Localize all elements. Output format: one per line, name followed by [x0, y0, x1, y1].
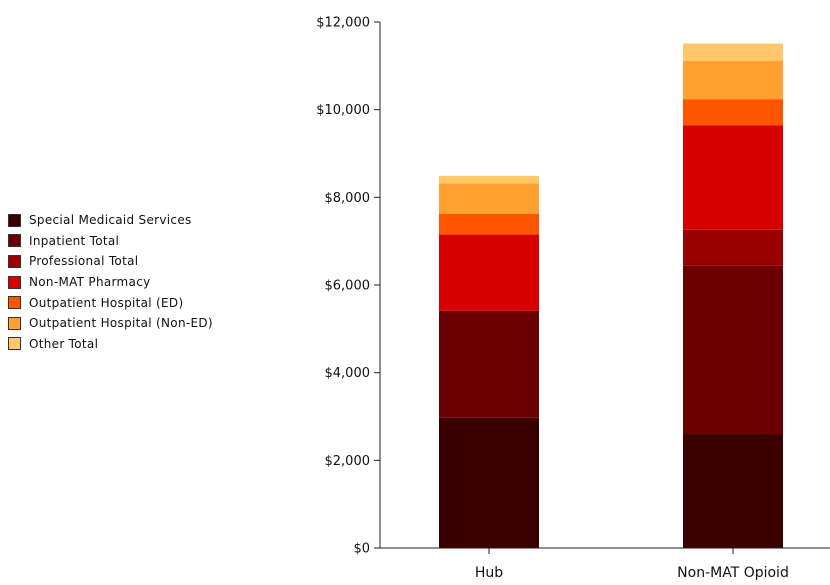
bar-segment: [683, 61, 783, 100]
legend-item: Non-MAT Pharmacy: [8, 272, 213, 293]
bar-segment: [439, 417, 539, 548]
bar-segment: [683, 43, 783, 62]
bar-segment: [439, 213, 539, 235]
legend-swatch: [8, 296, 21, 310]
legend-swatch: [8, 316, 21, 330]
legend: Special Medicaid Services Inpatient Total…: [8, 210, 213, 354]
legend-label: Inpatient Total: [29, 233, 120, 248]
legend-item: Other Total: [8, 334, 213, 355]
y-tick-label: $2,000: [325, 454, 371, 469]
legend-label: Special Medicaid Services: [29, 213, 192, 228]
bar-segment: [683, 125, 783, 230]
legend-swatch: [8, 234, 21, 248]
legend-item: Outpatient Hospital (ED): [8, 292, 213, 313]
x-tick-label: Non-MAT Opioid: [677, 565, 789, 581]
bar-segment: [683, 265, 783, 435]
y-tick-label: $8,000: [325, 191, 371, 206]
legend-swatch: [8, 213, 21, 227]
bar-segment: [439, 234, 539, 311]
y-tick-label: $10,000: [316, 103, 370, 118]
legend-item: Inpatient Total: [8, 231, 213, 252]
bar-segment: [439, 175, 539, 184]
legend-item: Outpatient Hospital (Non-ED): [8, 313, 213, 334]
axis-labels: $0 $2,000 $4,000 $6,000 $8,000 $10,000 $12,000…: [316, 16, 789, 582]
bars: [439, 43, 783, 548]
x-tick-label: Hub: [475, 565, 503, 581]
y-tick-label: $4,000: [325, 366, 371, 381]
legend-label: Non-MAT Pharmacy: [29, 275, 151, 290]
legend-swatch: [8, 254, 21, 268]
bar-segment: [683, 434, 783, 548]
legend-item: Special Medicaid Services: [8, 210, 213, 231]
legend-label: Other Total: [29, 336, 99, 351]
legend-swatch: [8, 337, 21, 351]
legend-label: Professional Total: [29, 254, 139, 269]
y-tick-label: $12,000: [316, 16, 370, 31]
bar-segment: [439, 183, 539, 214]
y-tick-label: $0: [353, 542, 370, 557]
legend-label: Outpatient Hospital (ED): [29, 295, 184, 310]
legend-swatch: [8, 275, 21, 289]
bar-segment: [439, 310, 539, 418]
legend-label: Outpatient Hospital (Non-ED): [29, 316, 213, 331]
bar-segment: [683, 99, 783, 126]
y-tick-label: $6,000: [325, 279, 371, 294]
bar-segment: [683, 229, 783, 266]
legend-item: Professional Total: [8, 251, 213, 272]
